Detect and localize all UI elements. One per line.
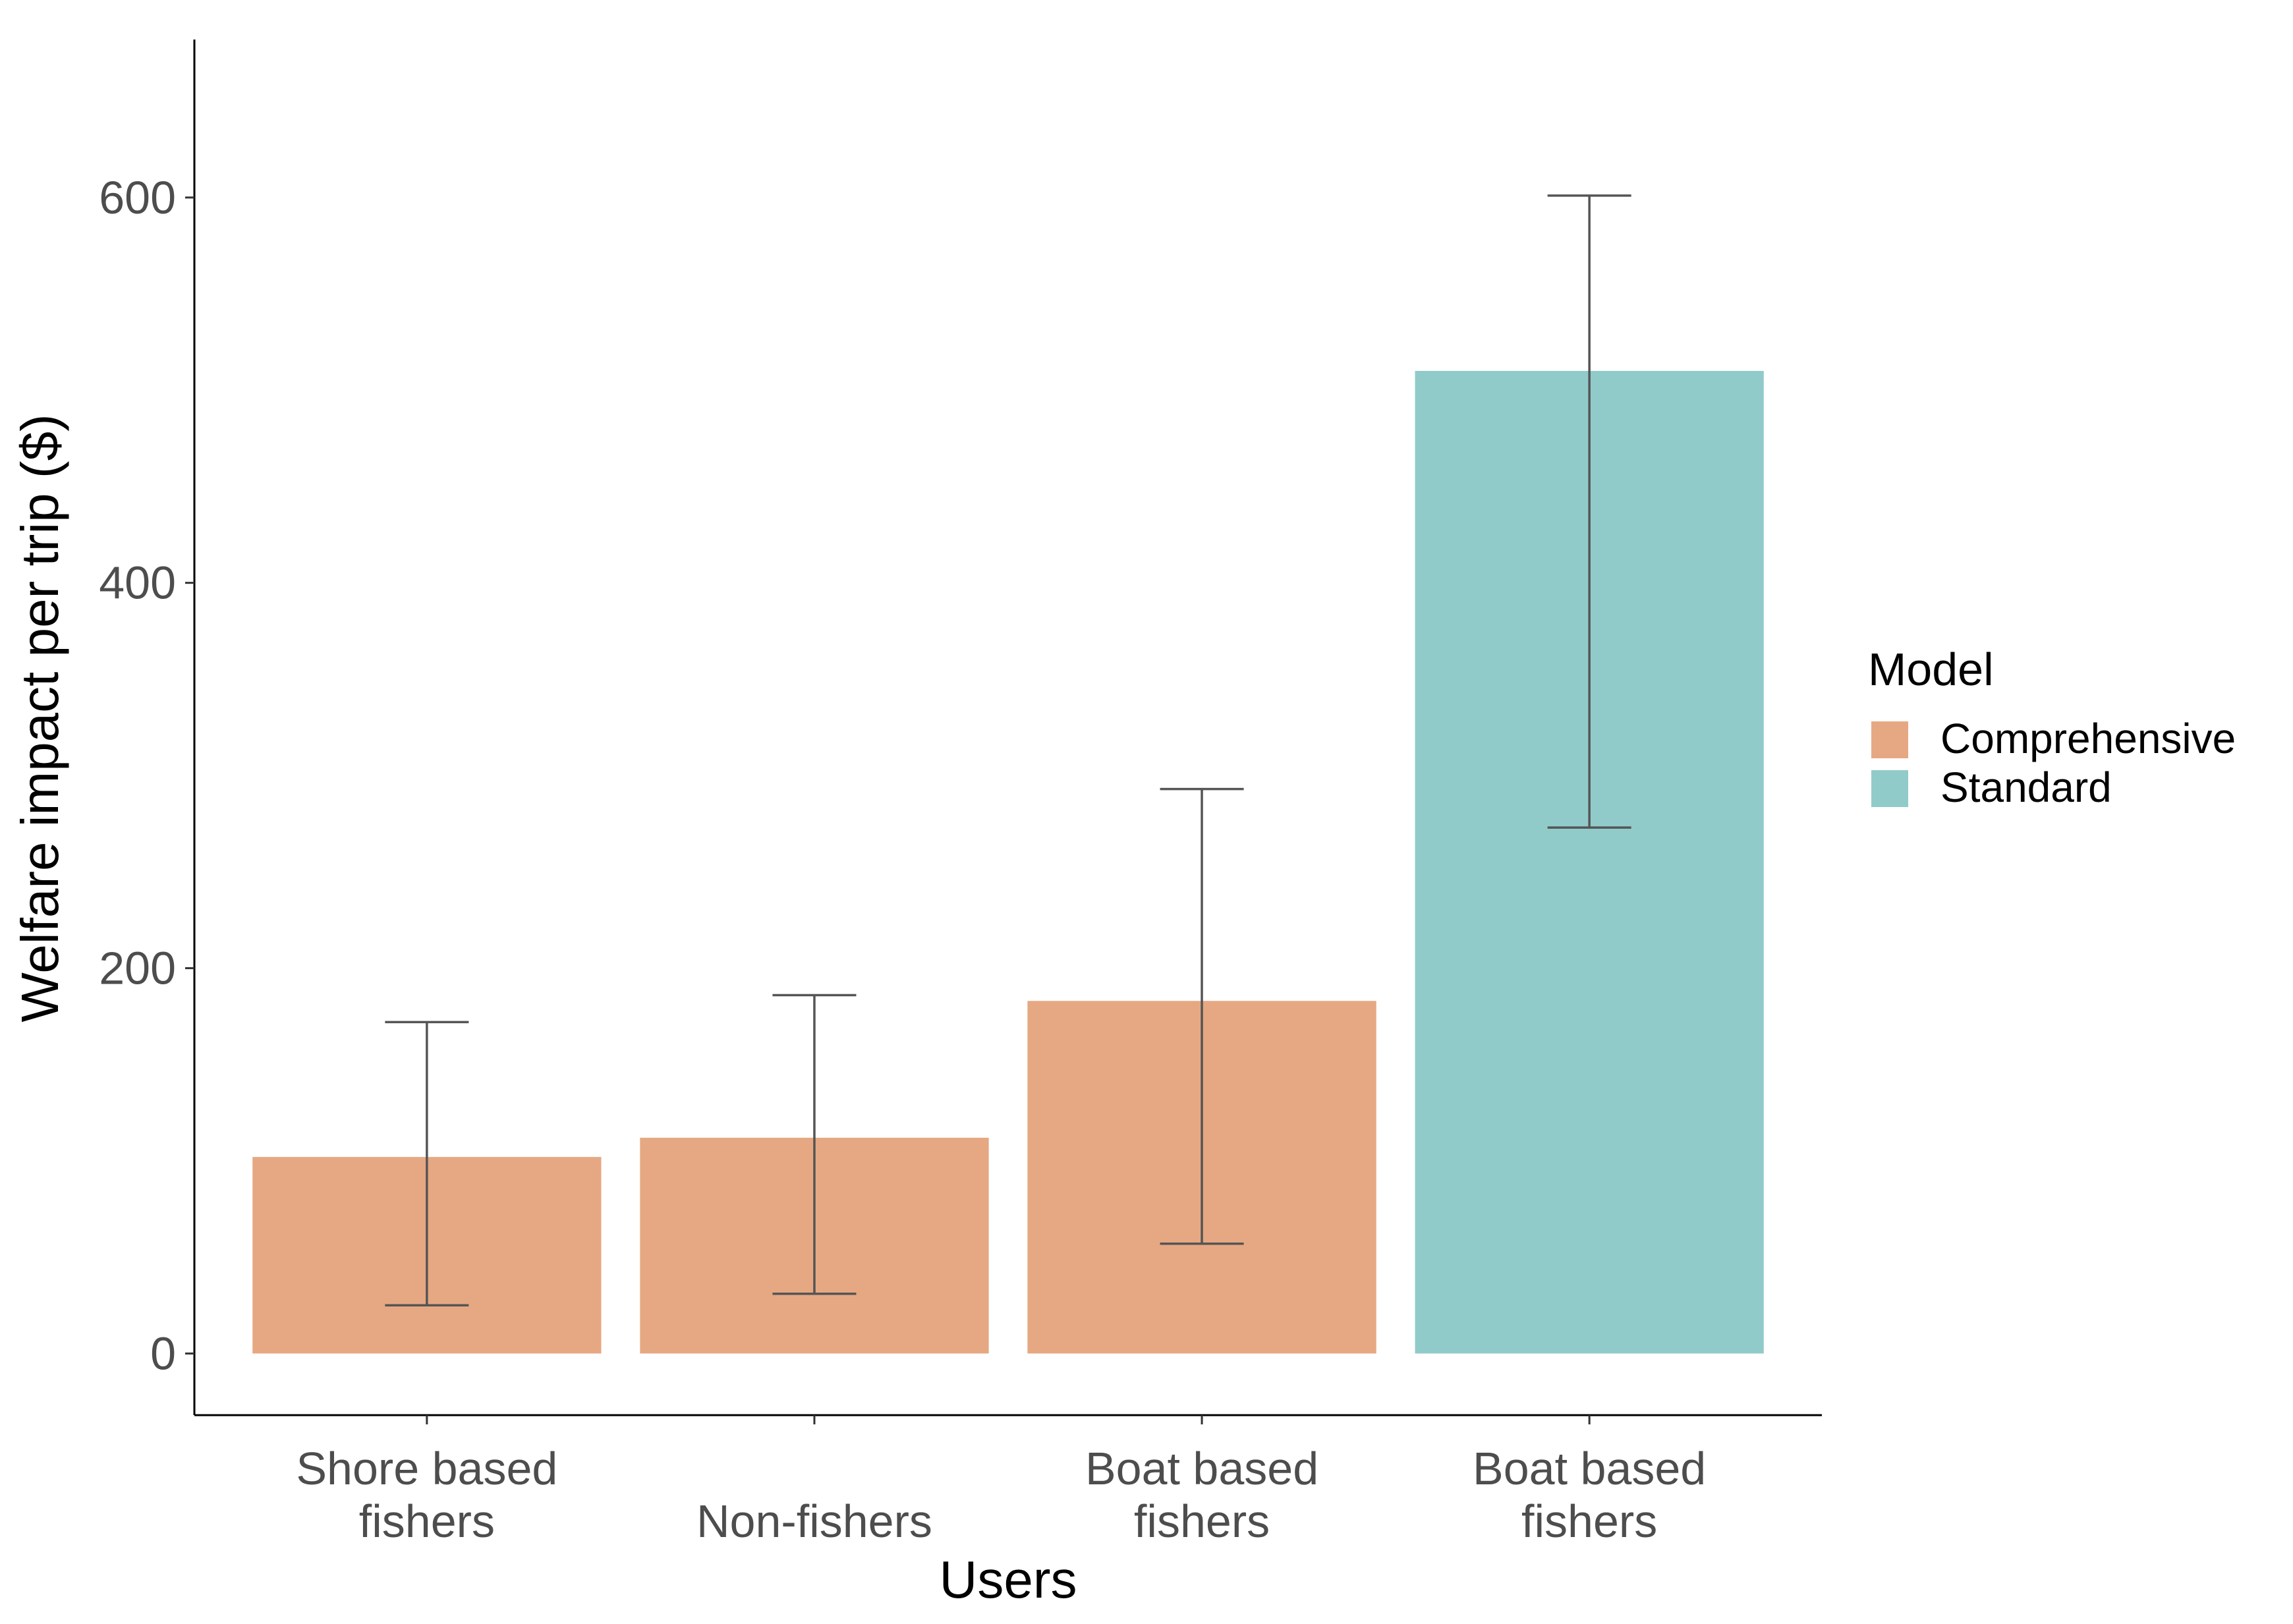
bars-layer	[252, 370, 1764, 1354]
x-tick-label: fishers	[1134, 1496, 1270, 1547]
y-tick-label: 0	[150, 1328, 176, 1379]
y-tick-label: 600	[99, 172, 176, 223]
error-bars-layer	[385, 194, 1631, 1307]
x-tick-label: fishers	[1521, 1496, 1657, 1547]
legend-swatch	[1871, 721, 1908, 758]
legend-label: Standard	[1940, 764, 2112, 811]
x-axis-title: Users	[940, 1550, 1077, 1609]
legend-swatch	[1871, 770, 1908, 807]
y-tick-label: 200	[99, 943, 176, 994]
y-tick-label: 400	[99, 557, 176, 609]
y-axis-title: Welfare impact per trip ($)	[11, 414, 69, 1022]
axes-layer	[193, 40, 1822, 1416]
x-tick-label: Shore based	[296, 1443, 557, 1494]
x-tick-label: fishers	[359, 1496, 495, 1547]
x-tick-label: Boat based	[1085, 1443, 1318, 1494]
x-tick-label: Non-fishers	[696, 1496, 932, 1547]
x-tick-label: Boat based	[1473, 1443, 1706, 1494]
legend-label: Comprehensive	[1940, 715, 2236, 762]
legend-title: Model	[1868, 644, 1994, 695]
y-ticks-layer: 0 200 400 600	[99, 172, 194, 1379]
